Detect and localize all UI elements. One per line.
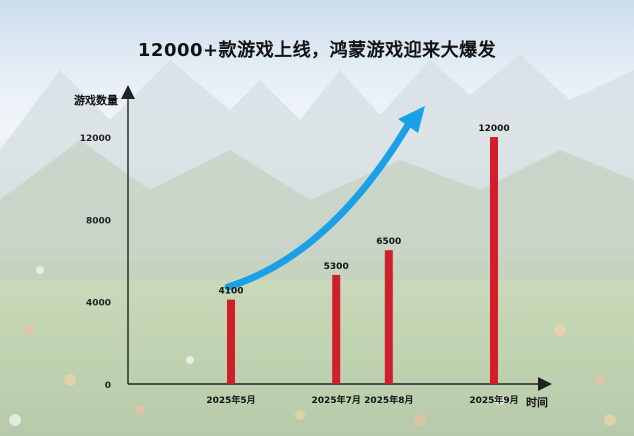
bar [227,299,235,384]
data-label: 6500 [376,237,401,247]
y-tick-label: 12000 [80,134,111,144]
data-label: 5300 [324,262,349,272]
y-tick-label: 8000 [86,216,111,226]
bars: 4100 2025年5月 5300 2025年7月 6500 2025年8月 12000 20… [206,124,518,406]
data-label: 12000 [478,124,509,134]
bar [332,274,341,384]
x-tick-label: 2025年9月 [469,394,518,406]
bar [384,250,393,384]
x-tick-label: 2025年8月 [364,394,413,406]
bar [490,137,498,384]
x-axis-label: 时间 [526,395,548,409]
y-tick-label: 0 [105,381,111,391]
trend-arrow [224,106,425,291]
trend-arrow-shaft [224,121,412,291]
page-title: 12000+款游戏上线，鸿蒙游戏迎来大爆发 [137,40,497,61]
y-axis-label: 游戏数量 [74,93,118,107]
y-tick-label: 4000 [86,299,111,309]
x-tick-label: 2025年7月 [312,394,361,406]
data-label: 4100 [218,287,243,297]
x-tick-label: 2025年5月 [206,394,255,406]
trend-arrow-head [398,106,425,133]
